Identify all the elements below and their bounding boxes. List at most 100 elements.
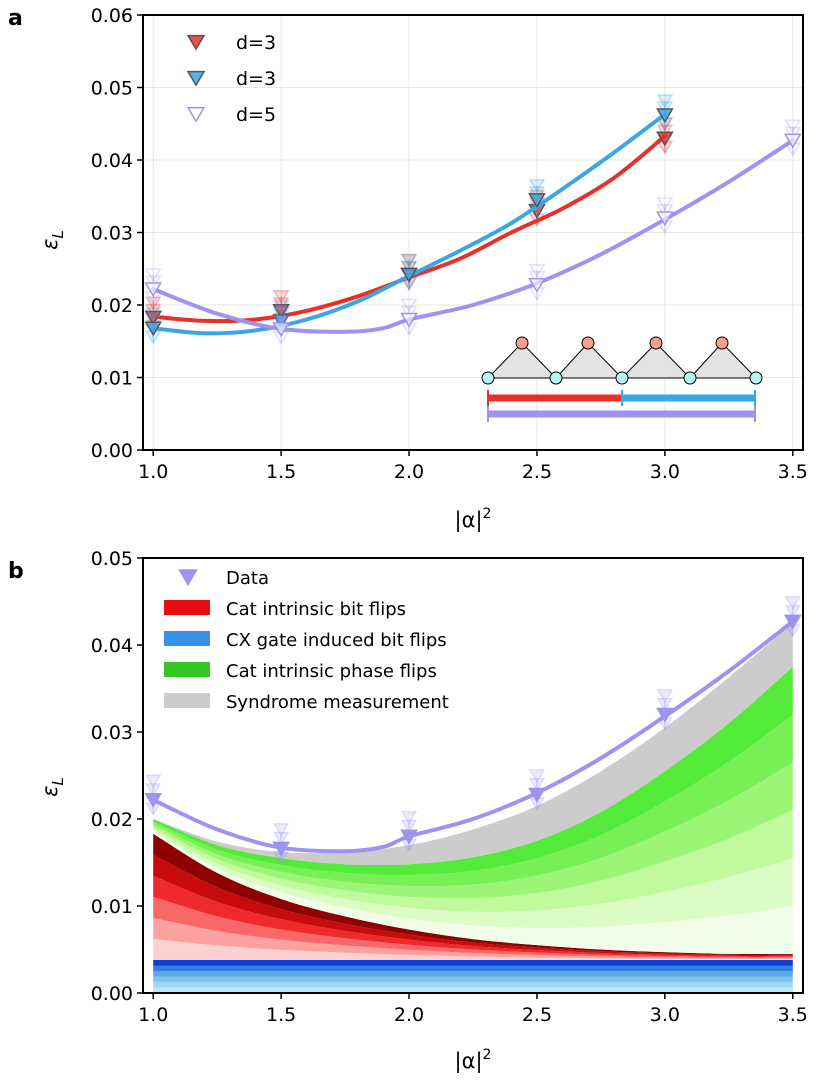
area-band-2-4 [153, 714, 793, 887]
repeat-marker [400, 253, 418, 268]
repeat-marker [656, 101, 674, 116]
legend-label: CX gate induced bit flips [226, 630, 447, 651]
panel-b-axes-frame [142, 557, 804, 994]
repeat-marker [656, 197, 674, 212]
repeat-marker [656, 689, 673, 703]
legend-marker [186, 106, 206, 123]
data-qubit [683, 371, 697, 385]
repeat-marker [784, 126, 802, 141]
area-band-2-1 [153, 828, 793, 928]
repeat-marker [400, 819, 418, 834]
data-point [783, 614, 802, 630]
x-tick-label: 3.5 [778, 461, 808, 483]
y-tick-label: 0.06 [91, 5, 133, 27]
area-band-2-0 [153, 831, 793, 954]
legend-swatch [164, 600, 210, 615]
data-point [400, 267, 418, 283]
area-band-2-2 [153, 810, 793, 912]
y-tick-label: 0.04 [91, 635, 133, 657]
ancilla-qubit [581, 336, 595, 350]
legend-label: d=5 [236, 104, 276, 126]
repeat-marker [400, 811, 418, 825]
data-fit-line [151, 619, 795, 854]
data-point [656, 211, 674, 227]
area-band-1-0 [153, 938, 793, 960]
area-band-1-1 [153, 917, 793, 959]
area-band-3-0 [153, 623, 793, 866]
x-tick-label: 1.5 [266, 1004, 296, 1026]
y-tick-label: 0.02 [91, 295, 133, 317]
panel-a-xlabel: |α|2 [455, 506, 492, 533]
repeat-marker [272, 300, 290, 315]
fit-line-d=5-2 [151, 138, 795, 334]
data-qubit [481, 371, 495, 385]
legend-swatch [164, 662, 210, 677]
repeat-marker [400, 260, 418, 276]
repeat-marker [144, 268, 162, 283]
data-point [783, 133, 802, 149]
y-tick-label: 0.03 [91, 722, 133, 744]
y-tick-label: 0.03 [91, 223, 133, 245]
repeat-marker [656, 697, 673, 712]
repeat-marker [272, 308, 290, 323]
repeat-marker [272, 307, 290, 322]
repeat-marker [144, 303, 162, 318]
repeat-marker [656, 124, 674, 139]
legend-swatch [164, 693, 210, 708]
area-band-0-2 [153, 976, 793, 982]
x-tick-label: 3.0 [650, 461, 680, 483]
x-tick-label: 3.0 [650, 1004, 680, 1026]
area-band-2-3 [153, 762, 793, 899]
repeat-marker [528, 769, 546, 783]
y-tick-label: 0.01 [91, 368, 133, 390]
area-band-0-4 [153, 965, 793, 971]
area-band-0-1 [153, 982, 793, 988]
x-tick-label: 1.5 [266, 461, 296, 483]
panel-label-b: b [8, 559, 24, 584]
panel-b-ylabel: εL [38, 777, 67, 797]
data-point [272, 841, 291, 857]
area-band-0-5 [153, 959, 793, 966]
data-qubit [615, 371, 629, 385]
y-tick-label: 0.05 [91, 548, 133, 570]
y-tick-label: 0.00 [91, 983, 133, 1005]
y-tick-label: 0.00 [91, 440, 133, 462]
data-point [272, 314, 290, 330]
repeat-marker [144, 275, 162, 290]
panel-a-legend: d=3 d=3 d=5 [186, 32, 276, 126]
repeat-marker [273, 823, 290, 837]
repeat-marker [784, 119, 802, 134]
repeat-marker [400, 298, 418, 313]
x-tick-label: 2.0 [394, 461, 424, 483]
repeat-marker [400, 305, 418, 321]
data-point [400, 829, 418, 845]
area-band-0-0 [153, 987, 793, 993]
x-tick-label: 1.0 [138, 1004, 168, 1026]
data-point [272, 322, 290, 338]
data-qubit [749, 371, 763, 385]
data-point [144, 792, 163, 809]
repeat-marker [528, 179, 546, 194]
legend-marker [186, 70, 206, 87]
repeat-marker [400, 260, 418, 276]
repeat-marker [656, 204, 674, 219]
ancilla-qubit [715, 336, 729, 350]
repeat-marker [528, 186, 546, 201]
legend-marker [186, 34, 206, 51]
x-tick-label: 2.5 [522, 1004, 552, 1026]
x-tick-label: 1.0 [138, 461, 168, 483]
panel-label-a: a [8, 6, 23, 31]
data-point [655, 707, 674, 723]
y-tick-label: 0.02 [91, 809, 133, 831]
repeat-marker [145, 774, 162, 789]
data-point [144, 282, 163, 298]
y-tick-label: 0.04 [91, 150, 133, 172]
area-band-1-2 [153, 896, 793, 958]
repeat-marker [784, 596, 801, 610]
data-point [528, 277, 546, 293]
data-point [528, 787, 546, 803]
x-tick-label: 2.0 [394, 1004, 424, 1026]
panel-b-ticks: 1.0 1.5 2.0 2.5 3.0 3.5 0.00 0.01 0.02 0.03 0.04 0.… [91, 548, 808, 1026]
repeat-marker [273, 831, 290, 846]
panel-a-inset [481, 336, 763, 422]
